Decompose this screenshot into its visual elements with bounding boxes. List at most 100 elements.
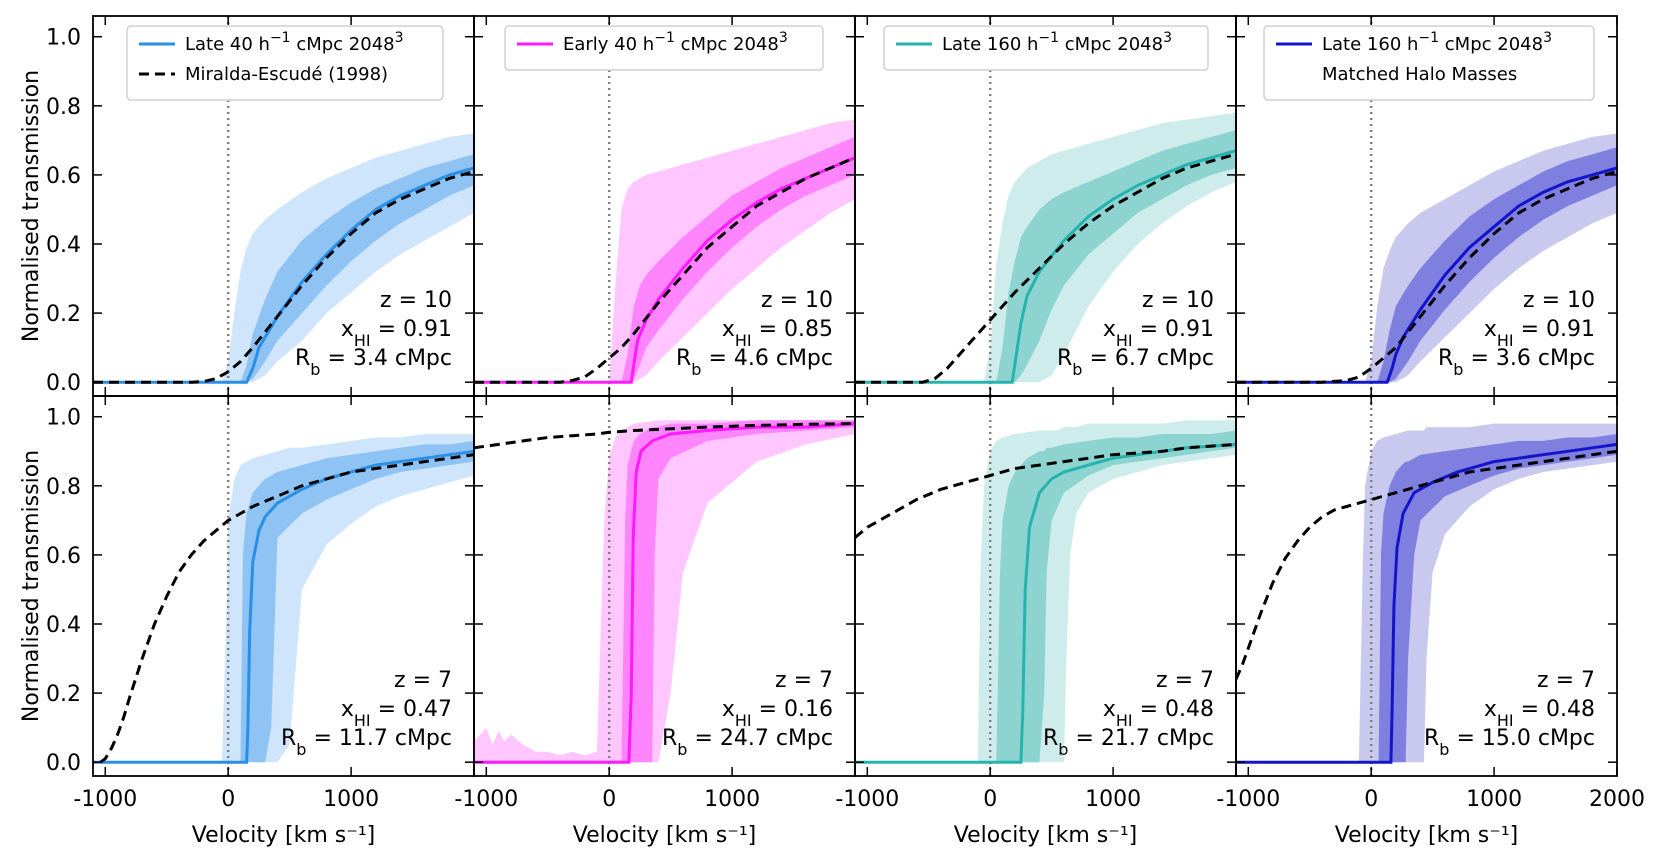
x-tick-label: 0 bbox=[983, 787, 997, 812]
redshift-label: z = 10 bbox=[1523, 288, 1595, 313]
x-tick-label: -1000 bbox=[1216, 787, 1280, 812]
x-axis-label: Velocity [km s⁻¹] bbox=[192, 823, 376, 848]
y-tick-label: 0.6 bbox=[46, 164, 81, 189]
plot-area bbox=[93, 16, 474, 396]
panel-r1-c3: -1000 0 1000 2000 Velocity [km s⁻¹] z = 7 xHI … bbox=[1216, 395, 1645, 848]
bubble-radius-label: Rb = 3.4 cMpc bbox=[295, 346, 452, 379]
y-axis-label: Normalised transmission bbox=[19, 450, 44, 722]
panel-r1-c2: -1000 0 1000 Velocity [km s⁻¹] z = 7 xHI = 0.… bbox=[835, 395, 1237, 848]
plot-area bbox=[1236, 16, 1617, 396]
neutral-fraction-label: xHI = 0.91 bbox=[341, 317, 452, 350]
bubble-radius-label: Rb = 3.6 cMpc bbox=[1438, 346, 1595, 379]
miralda-escude-line bbox=[855, 152, 1236, 384]
legend-label: Late 160 h−1 cMpc 20483 bbox=[942, 30, 1172, 55]
band-68 bbox=[621, 136, 855, 383]
legend-box bbox=[504, 25, 824, 71]
median-line bbox=[93, 166, 474, 384]
legend-box bbox=[1263, 25, 1595, 101]
x-tick-label: -1000 bbox=[73, 787, 137, 812]
bubble-radius-label: Rb = 21.7 cMpc bbox=[1043, 726, 1214, 759]
x-tick-label: 2000 bbox=[1589, 787, 1645, 812]
miralda-escude-line bbox=[474, 156, 855, 384]
bubble-radius-label: Rb = 15.0 cMpc bbox=[1424, 726, 1595, 759]
neutral-fraction-label: xHI = 0.47 bbox=[341, 697, 452, 730]
legend-box bbox=[126, 25, 444, 101]
y-tick-label: 0.0 bbox=[46, 371, 81, 396]
median-line bbox=[1236, 166, 1617, 384]
miralda-escude-line bbox=[1236, 449, 1617, 680]
miralda-escude-line bbox=[1236, 170, 1617, 384]
legend: Early 40 h−1 cMpc 20483 bbox=[504, 25, 824, 71]
legend: Late 160 h−1 cMpc 20483 Matched Halo Mass… bbox=[1263, 25, 1595, 101]
legend-label: Late 40 h−1 cMpc 20483 bbox=[185, 30, 404, 55]
redshift-label: z = 10 bbox=[761, 288, 833, 313]
x-axis-label: Velocity [km s⁻¹] bbox=[954, 823, 1138, 848]
x-tick-label: 1000 bbox=[1085, 787, 1141, 812]
miralda-escude-line bbox=[474, 422, 855, 450]
neutral-fraction-label: xHI = 0.48 bbox=[1484, 697, 1595, 730]
redshift-label: z = 10 bbox=[380, 288, 452, 313]
band-95 bbox=[474, 420, 855, 763]
x-tick-label: -1000 bbox=[835, 787, 899, 812]
legend-label: Matched Halo Masses bbox=[1322, 64, 1517, 85]
miralda-escude-line bbox=[93, 170, 474, 384]
band-68 bbox=[621, 420, 855, 763]
y-tick-label: 0.8 bbox=[46, 475, 81, 500]
legend-label: Early 40 h−1 cMpc 20483 bbox=[563, 30, 788, 55]
neutral-fraction-label: xHI = 0.16 bbox=[722, 697, 833, 730]
x-tick-label: 1000 bbox=[323, 787, 379, 812]
y-tick-label: 0.6 bbox=[46, 544, 81, 569]
y-tick-label: 0.2 bbox=[46, 682, 81, 707]
y-tick-label: 0.8 bbox=[46, 95, 81, 120]
y-tick-label: 1.0 bbox=[46, 406, 81, 431]
median-line bbox=[474, 422, 855, 764]
plot-area bbox=[1236, 396, 1617, 776]
plot-area bbox=[855, 16, 1236, 396]
legend: Late 40 h−1 cMpc 20483 Miralda-Escudé (19… bbox=[126, 25, 444, 101]
median-line bbox=[93, 449, 474, 764]
x-axis-label: Velocity [km s⁻¹] bbox=[1335, 823, 1519, 848]
y-tick-label: 1.0 bbox=[46, 26, 81, 51]
x-tick-label: 0 bbox=[221, 787, 235, 812]
bubble-radius-label: Rb = 24.7 cMpc bbox=[662, 726, 833, 759]
band-68 bbox=[996, 130, 1236, 383]
legend-label: Late 160 h−1 cMpc 20483 bbox=[1322, 30, 1552, 55]
band-68 bbox=[240, 440, 474, 763]
neutral-fraction-label: xHI = 0.85 bbox=[722, 317, 833, 350]
neutral-fraction-label: xHI = 0.91 bbox=[1103, 317, 1214, 350]
x-tick-label: 0 bbox=[1364, 787, 1378, 812]
band-68 bbox=[996, 430, 1236, 763]
miralda-escude-line bbox=[99, 453, 474, 764]
y-tick-label: 0.4 bbox=[46, 233, 81, 258]
y-axis-label: Normalised transmission bbox=[19, 70, 44, 342]
bubble-radius-label: Rb = 4.6 cMpc bbox=[676, 346, 833, 379]
panel-frame bbox=[1235, 395, 1618, 777]
neutral-fraction-label: xHI = 0.48 bbox=[1103, 697, 1214, 730]
y-tick-label: 0.4 bbox=[46, 613, 81, 638]
x-axis-label: Velocity [km s⁻¹] bbox=[573, 823, 757, 848]
neutral-fraction-label: xHI = 0.91 bbox=[1484, 317, 1595, 350]
legend: Late 160 h−1 cMpc 20483 bbox=[883, 25, 1209, 71]
redshift-label: z = 7 bbox=[394, 668, 452, 693]
bubble-radius-label: Rb = 6.7 cMpc bbox=[1057, 346, 1214, 379]
band-68 bbox=[1378, 434, 1617, 763]
median-line bbox=[855, 149, 1236, 384]
median-line bbox=[1236, 442, 1617, 764]
y-tick-label: 0.0 bbox=[46, 751, 81, 776]
y-tick-label: 0.2 bbox=[46, 302, 81, 327]
panel-r1-c0: 0.0 0.2 0.4 0.6 0.8 1.0 -1000 0 1000 Velocity [km… bbox=[46, 395, 475, 848]
x-tick-label: 0 bbox=[602, 787, 616, 812]
redshift-label: z = 10 bbox=[1142, 288, 1214, 313]
redshift-label: z = 7 bbox=[1537, 668, 1595, 693]
miralda-escude-line bbox=[855, 442, 1236, 539]
